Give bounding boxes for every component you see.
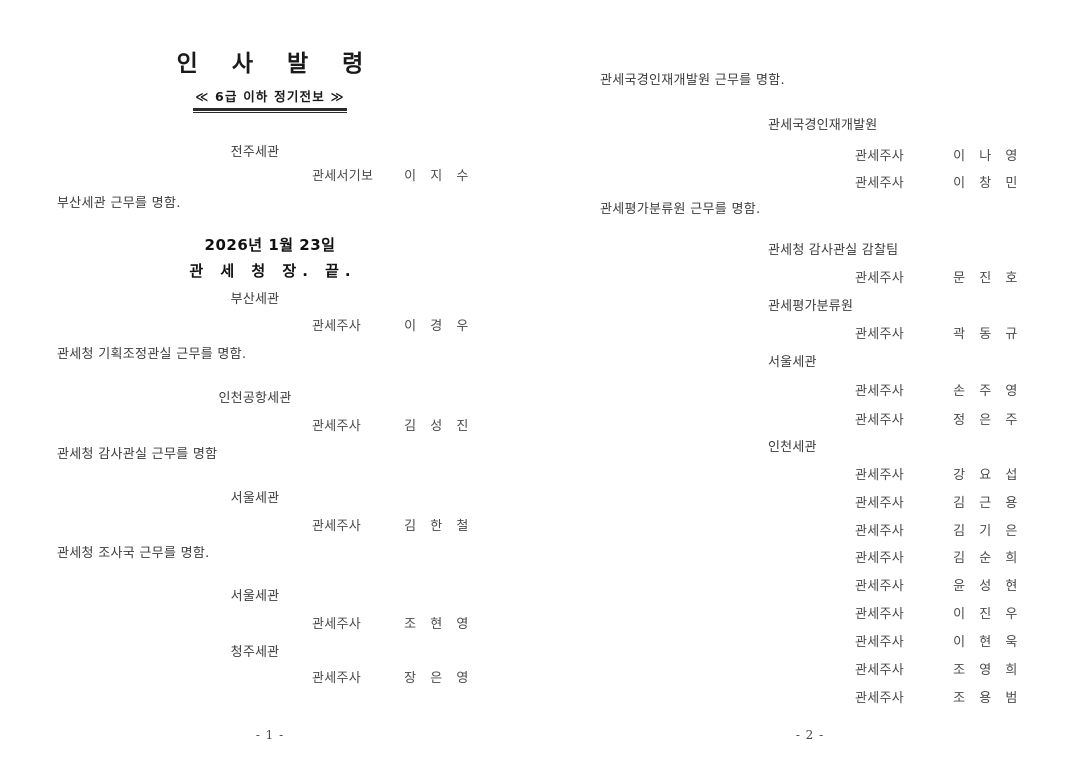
person-name: 김 성 진 — [404, 419, 474, 434]
person-rank: 관세주사 — [855, 579, 905, 594]
person-rank: 관세주사 — [312, 617, 362, 632]
org-heading: 인천세관 — [768, 440, 817, 455]
person-name: 조 용 범 — [953, 691, 1023, 706]
org-heading: 인천공항세관 — [218, 391, 292, 406]
person-row: 관세주사 조 용 범 — [855, 687, 1022, 706]
person-name: 이 나 영 — [953, 149, 1023, 164]
person-name: 이 창 민 — [953, 176, 1023, 191]
org-heading: 서울세관 — [230, 589, 280, 604]
person-row: 관세주사 장 은 영 — [312, 667, 473, 686]
person-name: 이 지 수 — [404, 169, 474, 184]
person-row: 관세주사 김 순 희 — [855, 547, 1022, 566]
person-rank: 관세주사 — [855, 663, 905, 678]
person-rank: 관세주사 — [855, 384, 905, 399]
person-name: 윤 성 현 — [953, 579, 1023, 594]
person-row: 관세주사 이 경 우 — [312, 315, 473, 334]
page-subtitle: ≪ 6급 이하 정기전보 ≫ — [195, 89, 345, 105]
person-name: 강 요 섭 — [953, 468, 1023, 483]
person-name: 조 현 영 — [404, 617, 474, 632]
assignment-line: 관세청 조사국 근무를 명함. — [57, 546, 210, 561]
org-heading: 전주세관 — [230, 145, 280, 160]
person-rank: 관세주사 — [855, 551, 905, 566]
org-heading: 관세청 감사관실 감찰팀 — [768, 243, 899, 258]
person-name: 곽 동 규 — [953, 327, 1023, 342]
person-rank: 관세주사 — [312, 319, 362, 334]
person-row: 관세주사 이 나 영 — [855, 145, 1022, 164]
person-rank: 관세주사 — [312, 671, 362, 686]
subtitle-rule-thick — [193, 108, 347, 112]
person-rank: 관세주사 — [855, 176, 905, 191]
person-name: 손 주 영 — [953, 384, 1023, 399]
person-rank: 관세주사 — [855, 635, 905, 650]
org-heading: 관세평가분류원 — [768, 299, 854, 314]
person-row: 관세주사 김 기 은 — [855, 520, 1022, 539]
assignment-line: 관세평가분류원 근무를 명함. — [600, 202, 761, 217]
person-row: 관세주사 이 창 민 — [855, 172, 1022, 191]
person-name: 김 순 희 — [953, 551, 1023, 566]
person-rank: 관세주사 — [855, 413, 905, 428]
page-number: - 2 - — [795, 728, 825, 742]
person-row: 관세주사 곽 동 규 — [855, 323, 1022, 342]
person-rank: 관세주사 — [855, 607, 905, 622]
org-heading: 서울세관 — [768, 355, 817, 370]
person-name: 이 경 우 — [404, 319, 474, 334]
person-row: 관세주사 정 은 주 — [855, 409, 1022, 428]
person-row: 관세주사 김 한 철 — [312, 515, 473, 534]
person-name: 김 한 철 — [404, 519, 474, 534]
title-block: 인 사 발 령 ≪ 6급 이하 정기전보 ≫ — [0, 51, 540, 114]
org-heading: 서울세관 — [230, 491, 280, 506]
left-page-column: 인 사 발 령 ≪ 6급 이하 정기전보 ≫ 전주세관 관세서기보 이 지 수 … — [0, 51, 540, 742]
person-name: 장 은 영 — [404, 671, 474, 686]
person-row: 관세주사 김 성 진 — [312, 415, 473, 434]
right-page-column: 관세국경인재개발원 근무를 명함. 관세국경인재개발원 관세주사 이 나 영 관… — [540, 0, 1080, 764]
person-rank: 관세주사 — [312, 519, 362, 534]
org-heading: 부산세관 — [230, 292, 280, 307]
person-row: 관세주사 윤 성 현 — [855, 575, 1022, 594]
assignment-line: 관세청 감사관실 근무를 명함 — [57, 447, 218, 462]
signature-date: 2026년 1월 23일 — [204, 236, 336, 254]
person-rank: 관세주사 — [855, 496, 905, 511]
person-rank: 관세주사 — [855, 524, 905, 539]
person-row: 관세주사 손 주 영 — [855, 380, 1022, 399]
person-rank: 관세주사 — [855, 691, 905, 706]
person-name: 이 진 우 — [953, 607, 1023, 622]
person-row: 관세주사 조 현 영 — [312, 613, 473, 632]
person-rank: 관세주사 — [855, 468, 905, 483]
org-heading: 청주세관 — [230, 645, 280, 660]
person-name: 이 현 욱 — [953, 635, 1023, 650]
person-name: 문 진 호 — [953, 271, 1023, 286]
person-row: 관세주사 강 요 섭 — [855, 464, 1022, 483]
person-rank: 관세주사 — [855, 327, 905, 342]
page-number: - 1 - — [255, 728, 285, 742]
person-name: 김 근 용 — [953, 496, 1023, 511]
signature-block: 2026년 1월 23일 관 세 청 장. 끝. — [0, 234, 540, 281]
person-name: 정 은 주 — [953, 413, 1023, 428]
subtitle-wrap: ≪ 6급 이하 정기전보 ≫ — [193, 86, 347, 114]
person-row: 관세주사 조 영 희 — [855, 659, 1022, 678]
signature-office: 관 세 청 장. 끝. — [189, 262, 357, 280]
person-row: 관세주사 김 근 용 — [855, 492, 1022, 511]
person-row: 관세주사 이 현 욱 — [855, 631, 1022, 650]
subtitle-rule-thin — [193, 112, 347, 114]
person-name: 김 기 은 — [953, 524, 1023, 539]
person-name: 조 영 희 — [953, 663, 1023, 678]
person-rank: 관세주사 — [855, 149, 905, 164]
assignment-line: 관세청 기획조정관실 근무를 명함. — [57, 347, 247, 362]
page-title: 인 사 발 령 — [176, 51, 377, 77]
person-row: 관세서기보 이 지 수 — [312, 165, 473, 184]
person-row: 관세주사 문 진 호 — [855, 267, 1022, 286]
assignment-line: 관세국경인재개발원 근무를 명함. — [600, 73, 785, 88]
person-row: 관세주사 이 진 우 — [855, 603, 1022, 622]
person-rank: 관세서기보 — [312, 169, 374, 184]
org-heading: 관세국경인재개발원 — [768, 118, 878, 133]
person-rank: 관세주사 — [312, 419, 362, 434]
person-rank: 관세주사 — [855, 271, 905, 286]
assignment-line: 부산세관 근무를 명함. — [57, 196, 181, 211]
